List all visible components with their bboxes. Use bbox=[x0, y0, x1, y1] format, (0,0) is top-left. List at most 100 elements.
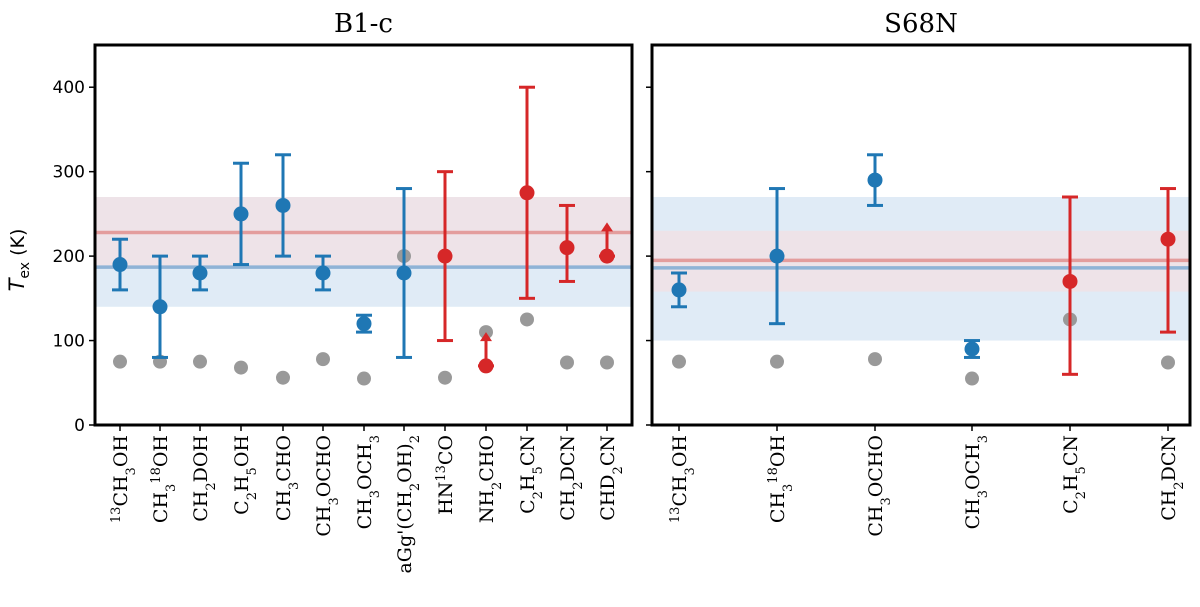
red-data-point bbox=[519, 185, 535, 201]
x-tick-label-part: 2 bbox=[571, 481, 586, 489]
red-limit-arrowhead bbox=[601, 222, 613, 232]
x-tick-label-part: OH bbox=[231, 435, 253, 467]
blue-data-point bbox=[112, 257, 128, 273]
y-tick-label: 300 bbox=[53, 163, 85, 183]
x-tick-label-part: 5 bbox=[1074, 466, 1089, 474]
x-tick-label-part: 3 bbox=[124, 467, 139, 475]
x-tick-label-part: OH bbox=[767, 435, 789, 467]
x-tick-label-part: aGg'(CH bbox=[394, 491, 416, 573]
x-tick-label: CH3OCH3 bbox=[354, 435, 383, 529]
panel-s68n: 13CH3OHCH318OHCH3OCHOCH3OCH3C2H5CNCH2DCN… bbox=[646, 9, 1192, 537]
x-tick-label-part: 3 bbox=[976, 490, 991, 498]
x-tick-label-part: CHO bbox=[476, 435, 498, 482]
x-tick-label-part: CH bbox=[313, 506, 335, 537]
red-limit-arrowhead bbox=[480, 332, 492, 342]
x-tick-label: C2H5CN bbox=[517, 435, 546, 514]
x-tick-label: CH3OCHO bbox=[865, 435, 894, 537]
y-axis-label: Tex (K) bbox=[5, 229, 33, 292]
y-tick-label: 400 bbox=[53, 78, 85, 98]
red-data-point bbox=[478, 358, 494, 374]
x-tick-label-part: OH) bbox=[394, 443, 416, 483]
x-tick-label-part: CO bbox=[435, 435, 457, 465]
gray-point bbox=[1161, 355, 1175, 370]
panel-title: S68N bbox=[884, 9, 958, 39]
gray-point bbox=[520, 312, 534, 327]
y-axis-label-subscript: ex bbox=[17, 262, 33, 279]
x-tick-label-part: DCN bbox=[557, 435, 579, 481]
x-tick-label-part: 3 bbox=[327, 497, 342, 505]
x-tick-label: CH318OH bbox=[149, 435, 179, 523]
gray-point bbox=[357, 371, 371, 386]
x-tick-label-part: 18 bbox=[766, 467, 781, 484]
plot-area bbox=[652, 197, 1190, 341]
x-tick-label-part: C bbox=[231, 500, 253, 515]
x-tick-label-part: DOH bbox=[190, 435, 212, 482]
x-tick-label-part: CH bbox=[110, 475, 132, 506]
blue-data-point bbox=[356, 316, 372, 332]
x-tick-label-part: CH bbox=[557, 490, 579, 521]
gray-point bbox=[438, 370, 452, 385]
x-tick-label-part: CN bbox=[517, 435, 539, 466]
y-tick-label: 0 bbox=[74, 416, 85, 436]
x-tick-label-part: 2 bbox=[408, 435, 423, 443]
y-axis-label-unit: (K) bbox=[7, 229, 29, 256]
y-tick-label: 200 bbox=[53, 247, 85, 267]
blue-data-point bbox=[275, 197, 291, 213]
gray-point bbox=[868, 352, 882, 367]
red-data-point bbox=[599, 248, 615, 264]
x-tick-label-part: 3 bbox=[287, 482, 302, 490]
plot-area bbox=[95, 197, 632, 307]
blue-data-point bbox=[867, 172, 883, 188]
x-tick-label-part: 3 bbox=[368, 490, 383, 498]
blue-data-point bbox=[192, 265, 208, 281]
x-tick-label-part: CH bbox=[273, 490, 295, 521]
gray-point bbox=[672, 354, 686, 369]
x-tick-label-part: CH bbox=[1158, 490, 1180, 521]
x-tick-label-part: 2 bbox=[245, 492, 260, 500]
blue-data-point bbox=[315, 265, 331, 281]
x-tick-label-part: CN bbox=[597, 435, 619, 466]
x-tick-label-part: 18 bbox=[149, 467, 164, 484]
x-tick-label-part: CHO bbox=[273, 435, 295, 482]
gray-point bbox=[316, 352, 330, 367]
x-tick-label-part: CH bbox=[962, 498, 984, 529]
x-tick-label: CH2DCN bbox=[1158, 435, 1187, 521]
x-tick-label-part: 2 bbox=[408, 483, 423, 491]
x-tick-label: CH3OCH3 bbox=[962, 435, 991, 529]
gray-point bbox=[113, 354, 127, 369]
blue-data-point bbox=[671, 282, 687, 298]
x-tick-label: 13CH3OH bbox=[668, 435, 698, 523]
x-tick-label-part: 3 bbox=[976, 435, 991, 443]
blue-data-point bbox=[964, 341, 980, 357]
x-tick-label: CH3OCHO bbox=[313, 435, 342, 537]
x-tick-label-part: 3 bbox=[879, 497, 894, 505]
x-tick-label-part: 13 bbox=[668, 507, 683, 524]
x-tick-label-part: OCHO bbox=[865, 435, 887, 497]
x-tick-label-part: OH bbox=[110, 435, 132, 467]
x-tick-label-part: OH bbox=[669, 435, 691, 467]
x-tick-label-part: 2 bbox=[204, 482, 219, 490]
x-tick-label: CH2DCN bbox=[557, 435, 586, 521]
panel-title: B1-c bbox=[334, 9, 393, 39]
x-tick-label-part: CH bbox=[669, 475, 691, 506]
blue-data-point bbox=[396, 265, 412, 281]
gray-point bbox=[276, 370, 290, 385]
x-tick-label-part: 2 bbox=[531, 491, 546, 499]
gray-point bbox=[770, 354, 784, 369]
red-data-point bbox=[437, 248, 453, 264]
x-tick-label: aGg'(CH2OH)2 bbox=[394, 435, 423, 574]
x-tick-label-part: HN bbox=[435, 482, 457, 515]
x-tick-label: NH2CHO bbox=[476, 435, 505, 523]
blue-data-point bbox=[233, 206, 249, 222]
x-tick-label-part: OCHO bbox=[313, 435, 335, 497]
x-tick-label-part: CH bbox=[150, 492, 172, 523]
x-tick-label-part: CN bbox=[1060, 435, 1082, 466]
red-data-point bbox=[1062, 273, 1078, 289]
x-tick-label-part: 5 bbox=[531, 466, 546, 474]
x-tick-label-part: 13 bbox=[434, 465, 449, 482]
x-tick-label-part: 3 bbox=[368, 435, 383, 443]
x-tick-label: C2H5CN bbox=[1060, 435, 1089, 514]
x-tick-label-part: 2 bbox=[1172, 481, 1187, 489]
x-tick-label: CH3CHO bbox=[273, 435, 302, 521]
